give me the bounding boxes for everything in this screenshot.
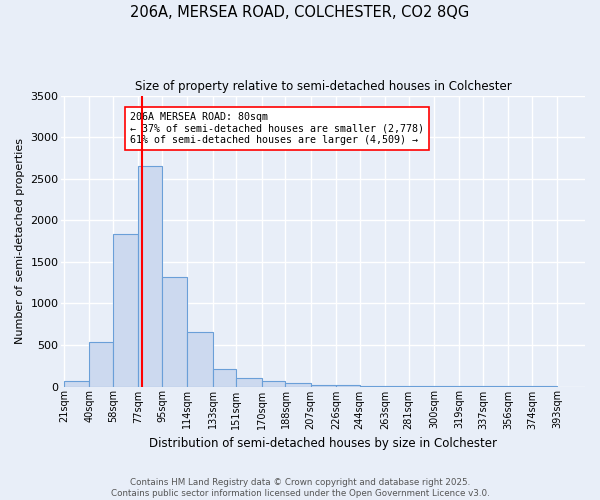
Bar (162, 277, 187, 386)
Bar (187, 332, 212, 386)
Bar (113, 234, 139, 386)
Bar (262, 381, 286, 386)
Text: 206A, MERSEA ROAD, COLCHESTER, CO2 8QG: 206A, MERSEA ROAD, COLCHESTER, CO2 8QG (130, 5, 470, 20)
Text: 206A MERSEA ROAD: 80sqm
← 37% of semi-detached houses are smaller (2,778)
61% of: 206A MERSEA ROAD: 80sqm ← 37% of semi-de… (130, 112, 424, 145)
X-axis label: Distribution of semi-detached houses by size in Colchester: Distribution of semi-detached houses by … (149, 437, 497, 450)
Title: Size of property relative to semi-detached houses in Colchester: Size of property relative to semi-detach… (135, 80, 512, 93)
Bar (311, 385, 336, 386)
Y-axis label: Number of semi-detached properties: Number of semi-detached properties (15, 138, 25, 344)
Bar (139, 166, 162, 386)
Bar (89, 342, 113, 386)
Bar (236, 378, 262, 386)
Bar (286, 383, 311, 386)
Text: Contains HM Land Registry data © Crown copyright and database right 2025.
Contai: Contains HM Land Registry data © Crown c… (110, 478, 490, 498)
Bar (212, 369, 236, 386)
Bar (64, 381, 89, 386)
